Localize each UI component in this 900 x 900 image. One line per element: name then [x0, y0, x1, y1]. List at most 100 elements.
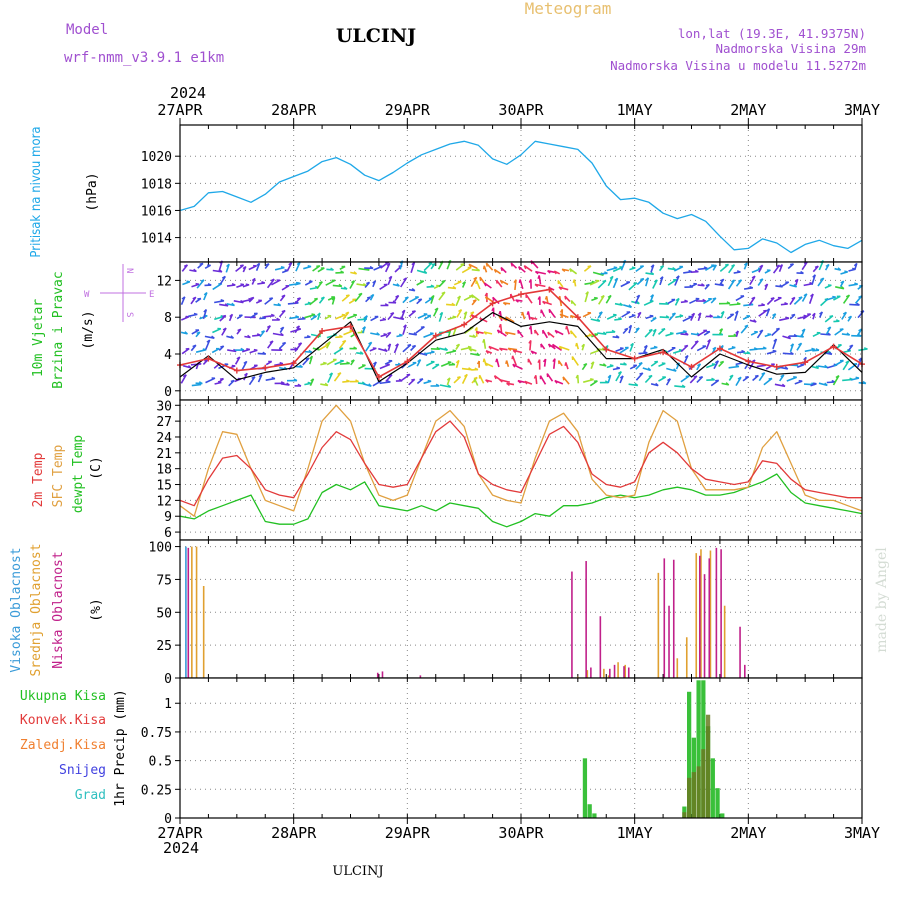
wind-arrow-head: [652, 328, 657, 333]
wind-arrow: [643, 300, 654, 306]
wind-arrow-head: [602, 363, 607, 367]
wind-arrow: [492, 296, 500, 305]
wind-arrow: [635, 372, 644, 381]
wind-arrow-head: [417, 359, 421, 363]
wind-arrow-head: [470, 311, 474, 315]
wind-arrow-head: [196, 331, 201, 334]
wind-arrow: [766, 297, 775, 306]
wind-arrow-head: [770, 297, 775, 300]
wind-arrow-head: [345, 294, 350, 297]
top-date-label: 28APR: [271, 101, 317, 119]
wind-arrow-head: [787, 335, 792, 340]
wind-arrow-head: [570, 300, 573, 305]
wind-arrow: [304, 313, 316, 319]
precip-panel: 0 0.25 0.5 0.75 1: [141, 677, 863, 827]
wind-arrow-head: [835, 375, 840, 379]
wind-arrow: [676, 330, 687, 335]
wind-arrow-head: [791, 296, 796, 300]
wind-arrow-head: [679, 314, 684, 317]
wind-arrow-head: [329, 372, 333, 376]
wind-arrow-head: [585, 291, 589, 295]
wind-arrow: [802, 313, 812, 320]
wind-arrow-head: [697, 363, 701, 367]
wind-arrow-head: [785, 316, 790, 319]
wind-arrow-head: [295, 315, 300, 318]
wind-arrow-head: [496, 329, 500, 334]
wind-arrow: [415, 326, 425, 334]
wind-arrow: [409, 296, 419, 303]
wind-arrow: [636, 278, 645, 286]
wind-arrow: [562, 376, 570, 385]
wind-arrow-head: [616, 366, 621, 369]
wind-arrow-head: [224, 303, 229, 307]
wind-arrow-head: [845, 360, 850, 364]
wind-arrow-head: [462, 281, 466, 285]
wind-arrow-head: [475, 331, 480, 335]
wind-arrow-head: [694, 269, 699, 273]
wind-arrow-head: [239, 264, 244, 267]
wind-arrow: [749, 275, 756, 286]
wind-arrow-head: [653, 345, 658, 349]
wind-arrow-head: [384, 303, 389, 307]
wind-arrow: [589, 279, 600, 286]
wind-arrow-head: [812, 274, 816, 278]
wind-arrow: [705, 339, 712, 350]
wind-arrow-head: [483, 282, 487, 287]
wind-arrow-head: [528, 279, 532, 283]
wind-arrow-head: [493, 375, 497, 380]
wind-arrow-head: [463, 311, 468, 315]
wind-arrow-head: [430, 284, 435, 288]
wind-arrow-head: [339, 334, 343, 338]
wind-arrow-head: [587, 265, 592, 268]
wind-arrow: [612, 266, 624, 273]
wind-arrow-head: [441, 280, 446, 283]
wind-arrow-head: [359, 351, 364, 355]
wind-arrow-head: [262, 315, 266, 319]
wind-arrow-head: [569, 315, 574, 319]
wind-arrow-head: [366, 281, 370, 285]
wind-arrow: [621, 311, 631, 318]
wind-arrow-head: [660, 265, 664, 268]
wind-arrow-head: [731, 346, 736, 349]
wind-arrow: [756, 364, 766, 368]
wind-arrow-head: [372, 361, 377, 365]
wind-arrow: [511, 355, 517, 366]
cloud-ytick-label: 25: [156, 639, 172, 654]
wind-arrow: [402, 324, 407, 335]
wind-arrow-head: [192, 344, 197, 348]
wind-arrow-head: [542, 301, 546, 305]
wind-arrow-head: [707, 338, 711, 343]
wind-arrow-head: [403, 277, 407, 281]
wind-arrow: [728, 365, 740, 369]
wind-arrow: [779, 317, 790, 322]
wind-arrow-head: [451, 362, 456, 366]
top-date-label: 27APR: [157, 101, 203, 119]
wind-arrow-head: [779, 264, 783, 268]
wind-arrow: [341, 294, 350, 302]
wind-arrow-head: [856, 302, 860, 306]
wind-arrow-head: [455, 359, 460, 364]
wind-arrow-head: [703, 266, 708, 269]
wind-arrow-head: [270, 313, 275, 317]
wind-arrow-head: [803, 293, 808, 297]
wind-arrow-head: [790, 343, 794, 347]
wind-arrow-head: [353, 271, 358, 275]
wind-arrow-head: [530, 317, 534, 321]
precip-total-bar: [582, 758, 588, 818]
wind-direction-line: [179, 312, 863, 383]
wind-arrow: [801, 261, 808, 271]
wind-arrow-head: [307, 265, 312, 268]
precip-legend-snow: Snijeg: [59, 763, 106, 778]
precip-total-bar: [715, 788, 720, 818]
wind-arrow-head: [775, 327, 780, 330]
wind-arrow-head: [372, 280, 376, 284]
wind-arrow: [446, 350, 457, 354]
precip-ytick-label: 0.5: [149, 755, 172, 770]
wind-arrow-head: [559, 313, 563, 318]
wind-arrow-head: [846, 332, 851, 336]
wind-arrow: [705, 264, 715, 271]
wind-arrow: [584, 291, 589, 303]
wind-arrow: [325, 279, 336, 286]
wind-arrow: [674, 385, 686, 388]
wind-arrow: [674, 275, 680, 286]
